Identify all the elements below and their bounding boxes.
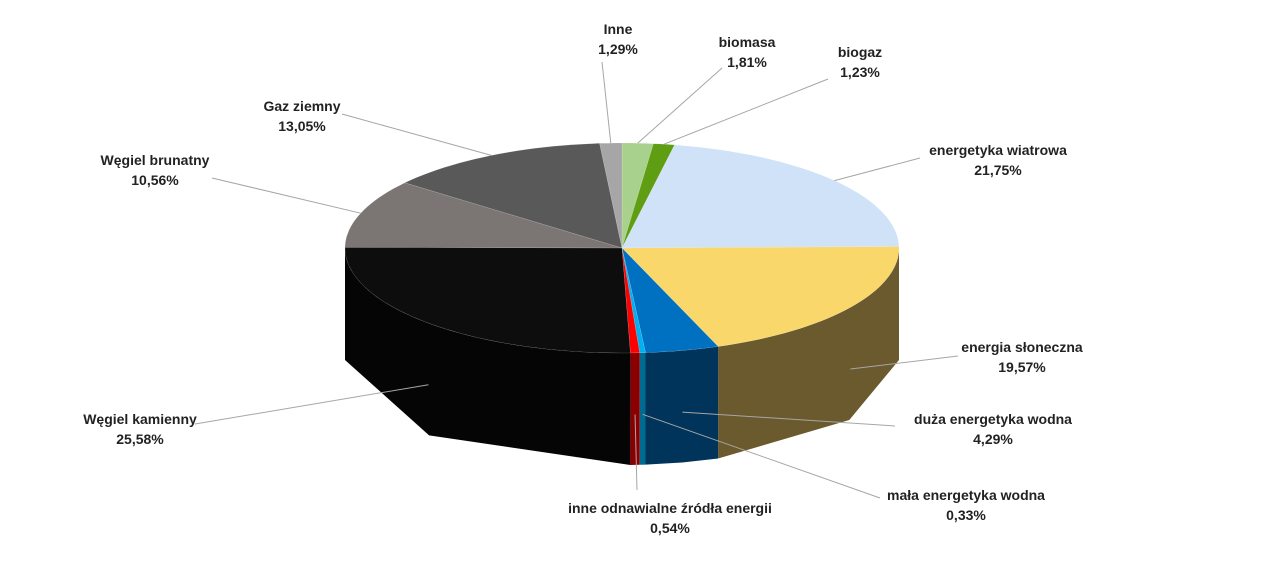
slice-węgiel-brunatny[interactable] bbox=[344, 182, 623, 249]
label-value-inne-odnawialne-źródła-energii: 0,54% bbox=[650, 520, 690, 536]
leader-line-mała-energetyka-wodna bbox=[642, 413, 881, 499]
label-value-węgiel-kamienny: 25,58% bbox=[116, 431, 164, 447]
label-value-biomasa: 1,81% bbox=[727, 54, 767, 70]
leader-lines bbox=[194, 61, 959, 499]
leader-line-inne bbox=[601, 61, 612, 144]
leader-line-energetyka-wiatrowa bbox=[834, 157, 921, 182]
label-name-biomasa: biomasa bbox=[719, 34, 776, 50]
label-name-energia-słoneczna: energia słoneczna bbox=[961, 339, 1083, 355]
label-name-węgiel-kamienny: Węgiel kamienny bbox=[83, 411, 197, 427]
leader-line-biomasa bbox=[637, 67, 723, 144]
label-name-mała-energetyka-wodna: mała energetyka wodna bbox=[887, 487, 1045, 503]
label-value-biogaz: 1,23% bbox=[840, 64, 880, 80]
label-value-mała-energetyka-wodna: 0,33% bbox=[946, 507, 986, 523]
label-value-węgiel-brunatny: 10,56% bbox=[131, 172, 179, 188]
slice-duża-energetyka-wodna[interactable] bbox=[621, 247, 719, 353]
leader-line-inne-odnawialne-źródła-energii bbox=[634, 414, 638, 491]
slice-energia-słoneczna[interactable] bbox=[621, 246, 900, 347]
slice-side-węgiel-kamienny bbox=[345, 248, 631, 465]
leader-line-biogaz bbox=[663, 78, 829, 145]
label-name-energetyka-wiatrowa: energetyka wiatrowa bbox=[929, 142, 1067, 158]
label-name-gaz-ziemny: Gaz ziemny bbox=[263, 98, 340, 114]
slice-węgiel-kamienny[interactable] bbox=[344, 247, 631, 354]
label-name-węgiel-brunatny: Węgiel brunatny bbox=[101, 152, 210, 168]
label-value-energetyka-wiatrowa: 21,75% bbox=[974, 162, 1022, 178]
label-value-gaz-ziemny: 13,05% bbox=[278, 118, 326, 134]
label-value-inne: 1,29% bbox=[598, 41, 638, 57]
leader-line-węgiel-kamienny bbox=[194, 384, 429, 425]
slice-gaz-ziemny[interactable] bbox=[404, 143, 623, 249]
leader-line-węgiel-brunatny bbox=[211, 177, 361, 214]
label-name-duża-energetyka-wodna: duża energetyka wodna bbox=[914, 411, 1072, 427]
slice-side-mała-energetyka-wodna bbox=[639, 352, 646, 465]
label-value-energia-słoneczna: 19,57% bbox=[998, 359, 1046, 375]
slice-side-inne-odnawialne-źródła-energii bbox=[630, 352, 640, 465]
slice-side-energia-słoneczna bbox=[718, 248, 899, 459]
label-name-inne: Inne bbox=[604, 21, 633, 37]
data-labels: biomasa 1,81% biogaz 1,23% energetyka wiatro… bbox=[83, 21, 1083, 536]
label-value-duża-energetyka-wodna: 4,29% bbox=[973, 431, 1013, 447]
leader-line-energia-słoneczna bbox=[850, 355, 959, 370]
pie-tops bbox=[344, 142, 900, 354]
slice-side-duża-energetyka-wodna bbox=[645, 346, 719, 465]
pie-sides bbox=[345, 248, 899, 465]
slice-inne[interactable] bbox=[599, 142, 623, 249]
label-name-inne-odnawialne-źródła-energii: inne odnawialne źródła energii bbox=[568, 500, 772, 516]
label-name-biogaz: biogaz bbox=[838, 44, 882, 60]
leader-line-duża-energetyka-wodna bbox=[682, 411, 896, 427]
leader-line-gaz-ziemny bbox=[341, 113, 492, 156]
